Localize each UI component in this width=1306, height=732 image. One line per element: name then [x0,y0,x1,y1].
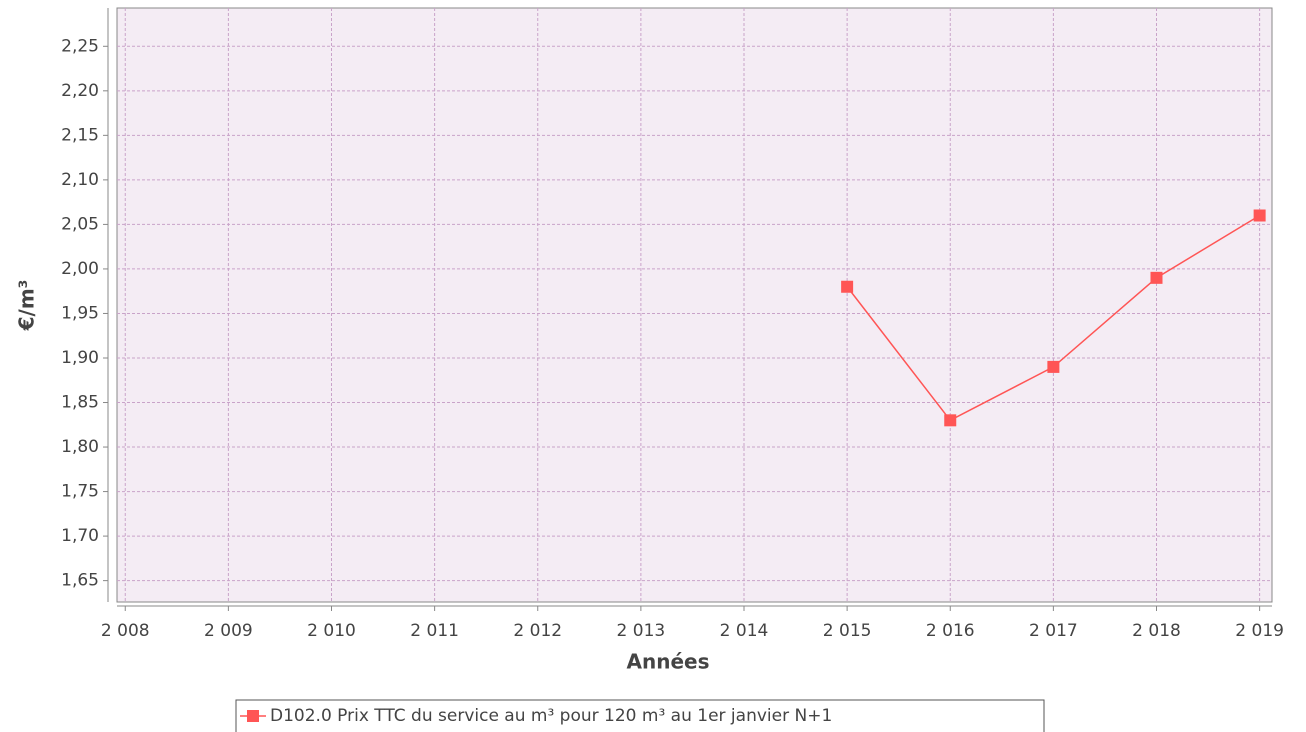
y-tick-label: 2,00 [61,259,99,279]
y-tick-label: 2,25 [61,36,99,56]
x-tick-label: 2 015 [823,621,872,641]
x-tick-label: 2 011 [410,621,459,641]
plot-area [116,7,1273,603]
y-axis-title: €/m³ [15,280,39,332]
legend-marker [247,710,259,722]
y-tick-label: 2,10 [61,170,99,190]
y-tick-label: 2,05 [61,214,99,234]
y-tick-label: 2,20 [61,81,99,101]
data-point [841,280,854,293]
data-point [1150,271,1163,284]
x-tick-label: 2 009 [204,621,253,641]
y-tick-label: 1,75 [61,482,99,502]
y-tick-label: 1,85 [61,393,99,413]
x-tick-label: 2 019 [1235,621,1284,641]
x-axis-title: Années [627,650,710,674]
y-tick-label: 2,15 [61,125,99,145]
x-tick-label: 2 008 [101,621,150,641]
y-tick-label: 1,70 [61,526,99,546]
y-tick-label: 1,80 [61,437,99,457]
y-tick-label: 1,95 [61,303,99,323]
y-tick-label: 1,65 [61,571,99,591]
legend-label: D102.0 Prix TTC du service au m³ pour 12… [270,706,832,726]
data-point [1047,360,1060,373]
x-tick-label: 2 010 [307,621,356,641]
data-point [1253,209,1266,222]
data-point [944,414,957,427]
x-tick-label: 2 018 [1132,621,1181,641]
x-tick-label: 2 012 [513,621,562,641]
x-tick-label: 2 017 [1029,621,1078,641]
x-tick-label: 2 013 [617,621,666,641]
legend-box [235,699,1045,732]
x-tick-label: 2 014 [720,621,769,641]
x-tick-label: 2 016 [926,621,975,641]
y-tick-label: 1,90 [61,348,99,368]
